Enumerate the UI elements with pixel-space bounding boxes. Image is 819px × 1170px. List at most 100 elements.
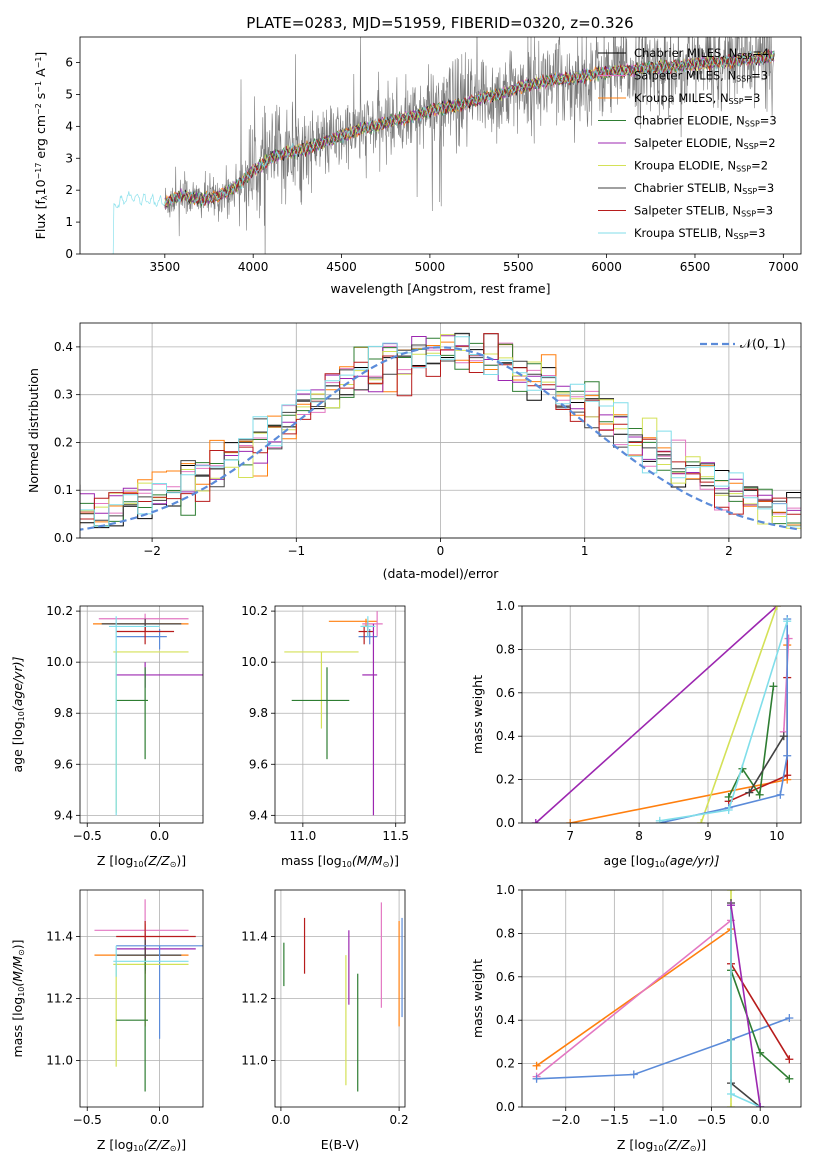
y-axis-label: Flux [fλ10−17 erg cm−2 s−1 A−1] <box>33 52 49 240</box>
label-part: age [log <box>603 853 654 868</box>
label-part: −1 <box>34 57 43 69</box>
axes-mass_vs_Z: −0.5 0.0 11.0 11.2 11.4 <box>46 890 203 1127</box>
x-tick-label: −0.5 <box>697 1113 726 1127</box>
x-tick-label: −2 <box>143 544 161 558</box>
spectrum-frame <box>79 36 802 255</box>
label-part: SSP <box>737 52 752 61</box>
label-part: )] <box>176 853 186 868</box>
label-part: SSP <box>741 210 756 219</box>
x-tick-label: 0 <box>437 544 445 558</box>
y-tick-label: 10.2 <box>241 604 268 618</box>
x-tick-label: 8 <box>635 829 643 843</box>
label-part: Chabrier MILES, N <box>634 46 737 60</box>
label-part: (age/yr)] <box>10 656 25 711</box>
x-axis-label: mass [log10(M/M⊙)] <box>281 853 399 869</box>
y-tick-label: 9.4 <box>54 808 73 822</box>
label-part: Salpeter ELODIE, N <box>634 136 744 150</box>
label-part: (M/M <box>10 956 25 987</box>
label-part: =3 <box>751 69 768 83</box>
y-axis-label: mass weight <box>470 959 485 1038</box>
label-part: Kroupa STELIB, N <box>634 226 734 240</box>
x-axis-label: Z [log10(Z/Z⊙)] <box>617 1137 706 1153</box>
weight-series-line <box>659 620 788 822</box>
label-part: Chabrier STELIB, N <box>634 181 742 195</box>
errorbar-plot <box>284 611 383 816</box>
x-tick-label: 9 <box>704 829 712 843</box>
weight-series-line <box>700 606 778 823</box>
x-tick-label: −2.0 <box>551 1113 580 1127</box>
y-tick-label: 0.4 <box>496 729 515 743</box>
x-axis-label: Z [log10(Z/Z⊙)] <box>97 1137 186 1153</box>
weight-series-line <box>536 919 732 1078</box>
y-tick-label: 11.0 <box>46 1054 73 1068</box>
weight-series-line <box>730 963 790 1060</box>
legend-entry: Chabrier STELIB, NSSP=3 <box>634 181 774 196</box>
y-tick-label: 9.4 <box>249 808 268 822</box>
histogram-plot <box>80 332 801 531</box>
x-tick-label: 4000 <box>238 260 269 274</box>
y-axis-label: age [log10(age/yr)] <box>10 656 26 772</box>
label-part: )] <box>389 853 399 868</box>
label-part: )] <box>176 1137 186 1152</box>
age_vs_Z-frame <box>79 605 204 824</box>
y-tick-label: 9.8 <box>54 706 73 720</box>
axes-weight_vs_age: 7 8 9 10 0.0 0.2 0.4 0.6 0.8 1.0 <box>496 599 801 843</box>
y-tick-label: 5 <box>65 87 73 101</box>
y-tick-label: 0.2 <box>54 435 73 449</box>
x-tick-label: 0.0 <box>271 1113 290 1127</box>
x-tick-label: −1.0 <box>648 1113 677 1127</box>
label-part: s <box>33 93 48 104</box>
mass_vs_ebv-frame <box>274 889 406 1108</box>
axes-spectrum: 3500 4000 4500 5000 5500 6000 6500 7000 0 1 2 3 4 5 6 <box>65 56 798 274</box>
x-tick-label: 5500 <box>503 260 534 274</box>
label-part: SSP <box>729 97 744 106</box>
x-axis-label: (data-model)/error <box>383 566 500 581</box>
label-part: (Z/Z <box>663 1137 690 1152</box>
label-part: mass [log <box>10 997 25 1058</box>
legend-entry: Chabrier MILES, NSSP=4 <box>634 46 769 61</box>
label-part: (M/M <box>352 853 383 868</box>
label-part: Z [log <box>617 1137 653 1152</box>
normal-reference-curve <box>80 346 801 531</box>
x-tick-label: 10 <box>769 829 784 843</box>
y-tick-label: 11.2 <box>46 992 73 1006</box>
label-part: )] <box>10 939 25 949</box>
y-tick-label: 4 <box>65 119 73 133</box>
y-tick-label: 11.2 <box>241 992 268 1006</box>
y-tick-label: 0.2 <box>496 773 515 787</box>
weight-series-line <box>730 905 761 1107</box>
y-tick-label: 0.0 <box>496 1100 515 1114</box>
weight-series-line <box>748 735 785 794</box>
axes-age_vs_Z: −0.5 0.0 9.4 9.6 9.8 10.0 10.2 <box>46 604 203 843</box>
x-tick-label: −1.5 <box>600 1113 629 1127</box>
x-tick-label: 5000 <box>415 260 446 274</box>
weight-series-line <box>535 606 778 823</box>
weight-series-line <box>536 928 732 1067</box>
y-tick-label: 9.6 <box>54 757 73 771</box>
label-part: wavelength [Angstrom, rest frame] <box>330 281 550 296</box>
label-part: =3 <box>757 181 774 195</box>
y-tick-label: 1.0 <box>496 599 515 613</box>
weight-series-line <box>536 1017 790 1080</box>
label-part: =2 <box>759 136 776 150</box>
label-part: Kroupa ELODIE, N <box>634 159 736 173</box>
label-part: Salpeter STELIB, N <box>634 204 741 218</box>
label-part: SSP <box>736 165 751 174</box>
label-part: SSP <box>742 187 757 196</box>
y-tick-label: 0.4 <box>54 340 73 354</box>
label-part: Z [log <box>97 853 133 868</box>
label-part: −1 <box>34 81 43 93</box>
residuals-frame <box>79 322 802 539</box>
errorbar-plot <box>93 613 203 816</box>
label-part: =4 <box>752 46 769 60</box>
x-tick-label: 6500 <box>680 260 711 274</box>
x-tick-label: 4500 <box>326 260 357 274</box>
label-part: Chabrier ELODIE, N <box>634 114 745 128</box>
y-tick-label: 11.0 <box>241 1054 268 1068</box>
y-axis-label: mass weight <box>470 675 485 754</box>
y-tick-label: 1 <box>65 215 73 229</box>
x-tick-label: −0.5 <box>73 1113 102 1127</box>
y-tick-label: 0.4 <box>496 1013 515 1027</box>
y-tick-label: 0.6 <box>496 686 515 700</box>
y-tick-label: 2 <box>65 183 73 197</box>
